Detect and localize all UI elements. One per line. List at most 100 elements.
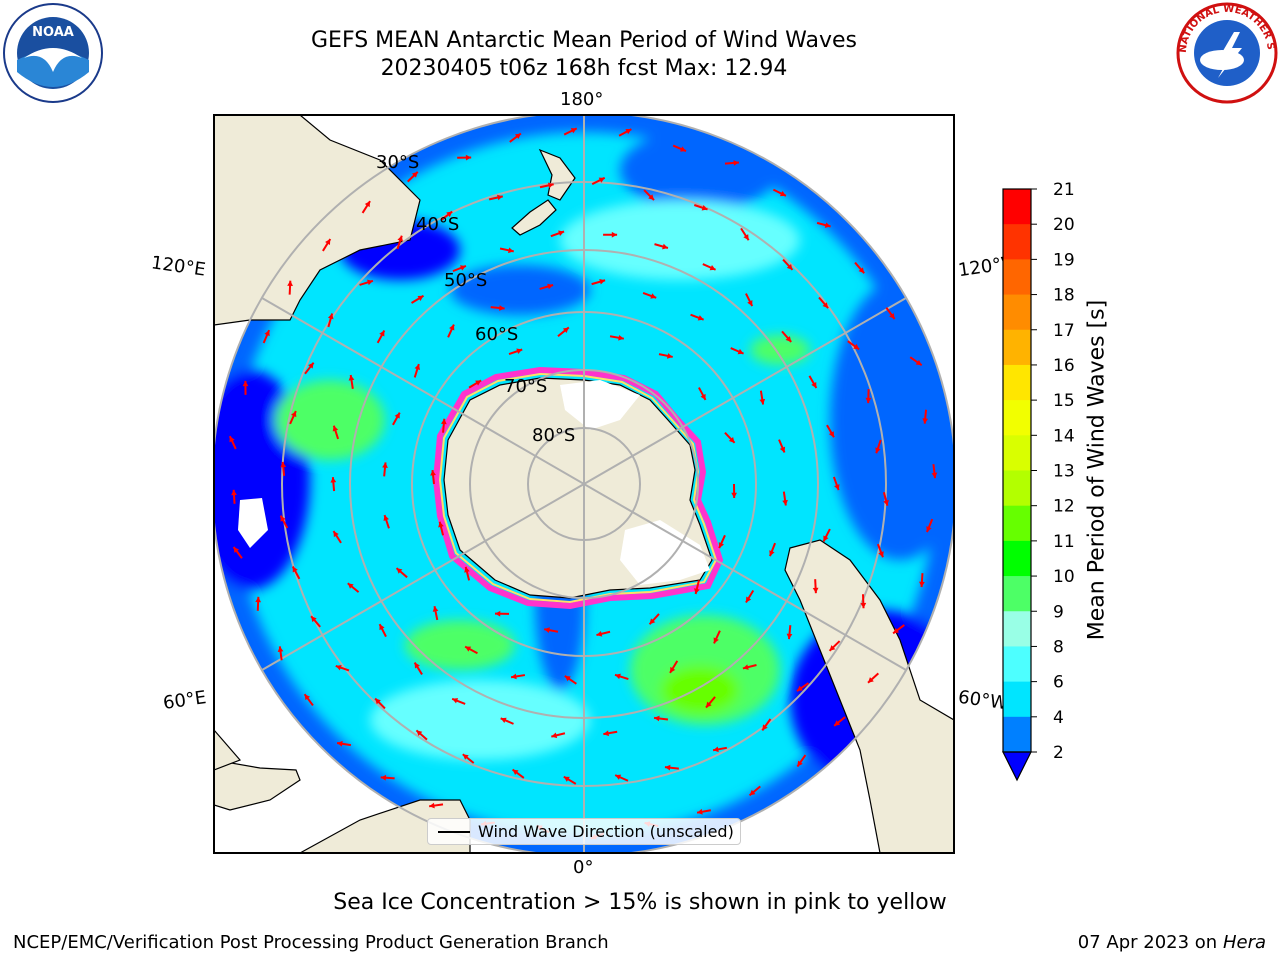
wind-wave-arrowhead — [680, 146, 686, 152]
wind-wave-arrowhead — [919, 581, 925, 588]
wind-wave-arrowhead — [596, 631, 603, 637]
wind-wave-arrowhead — [242, 380, 249, 387]
wind-wave-arrowhead — [382, 462, 388, 468]
wind-wave-arrowhead — [603, 730, 610, 737]
wind-wave-arrowhead — [563, 776, 570, 782]
wind-wave-arrowhead — [229, 436, 235, 443]
wind-wave-arrowhead — [893, 627, 900, 634]
wind-wave-arrowhead — [308, 362, 314, 369]
wind-wave-arrowhead — [379, 330, 385, 337]
colorbar-tick-label: 18 — [1053, 286, 1075, 306]
wind-wave-arrowhead — [718, 542, 725, 549]
wind-wave-arrowhead — [662, 243, 668, 250]
wind-wave-arrowhead — [865, 397, 872, 404]
wind-wave-arrowhead — [664, 764, 671, 771]
wind-wave-arrowhead — [926, 526, 932, 533]
wind-wave-arrowhead — [255, 596, 262, 603]
sea-ice-edge — [432, 366, 724, 610]
wind-wave-arrowhead — [562, 327, 569, 334]
wind-wave-arrowhead — [824, 222, 831, 228]
legend-line-swatch — [438, 831, 470, 833]
wind-wave-arrowhead — [280, 515, 286, 522]
wind-wave-arrowhead — [812, 587, 819, 594]
wind-wave-arrowhead — [280, 461, 287, 468]
colorbar-ticks: 21 20 19 18 17 16 15 14 13 12 11 10 9 8 6 4 2 — [1031, 180, 1075, 763]
colorbar-tick-label: 21 — [1053, 180, 1075, 200]
wind-wave-arrowhead — [383, 515, 389, 521]
wind-wave-arrowhead — [742, 664, 749, 670]
wind-wave-arrowhead — [615, 774, 622, 780]
wind-wave-arrowhead — [747, 300, 753, 307]
wind-wave-arrowhead — [598, 177, 605, 183]
wind-wave-arrowhead — [797, 760, 803, 767]
wind-wave-arrowhead — [512, 769, 519, 776]
wind-wave-arrowhead — [889, 313, 895, 320]
colorbar-tick-label: 11 — [1053, 532, 1075, 552]
lat-label-70s: 70°S — [504, 376, 548, 397]
wind-wave-arrowhead — [516, 348, 523, 354]
wind-wave-arrowhead — [785, 336, 792, 342]
lat-label-80s: 80°S — [532, 425, 576, 446]
colorbar-swatch — [1003, 716, 1031, 753]
wind-wave-arrowhead — [611, 231, 618, 238]
footer-right: 07 Apr 2023 on Hera — [1078, 932, 1266, 953]
wind-wave-arrowhead — [834, 720, 841, 726]
wind-wave-arrowhead — [500, 717, 507, 724]
lon-label-0: 0° — [573, 857, 594, 878]
wind-wave-arrowhead — [745, 596, 752, 603]
wind-wave-arrowhead — [625, 129, 632, 135]
plot-subtitle: 20230405 t06z 168h fcst Max: 12.94 — [380, 56, 788, 81]
colorbar-swatch — [1003, 364, 1031, 401]
wind-wave-arrowhead — [697, 315, 704, 321]
colorbar-label: Mean Period of Wind Waves [s] — [1084, 299, 1110, 641]
wind-wave-arrowhead — [779, 446, 786, 453]
colorbar-swatch — [1003, 470, 1031, 507]
wind-wave-arrowhead — [438, 521, 444, 528]
footer-system: Hera — [1222, 932, 1266, 953]
wind-wave-arrowhead — [700, 393, 706, 400]
ronne-ice-shelf — [620, 520, 710, 585]
wind-wave-arrowhead — [449, 324, 455, 331]
wind-wave-arrowhead — [829, 645, 836, 651]
wind-wave-arrowhead — [414, 364, 421, 370]
colorbar-tick-label: 20 — [1053, 215, 1075, 235]
wind-wave-arrowhead — [380, 774, 387, 781]
noaa-logo-text: NOAA — [32, 25, 74, 40]
wind-wave-arrowhead — [430, 470, 436, 476]
wave-period-field — [214, 115, 954, 853]
wind-wave-arrowhead — [495, 610, 501, 617]
wind-wave-arrowhead — [867, 677, 874, 683]
wind-wave-arrowhead — [497, 194, 503, 201]
wind-wave-arrowhead — [701, 205, 708, 211]
wind-wave-arrowhead — [570, 128, 577, 134]
wind-wave-arrowhead — [327, 313, 334, 320]
wind-wave-arrowhead — [348, 374, 355, 381]
noaa-logo: NOAA — [2, 2, 104, 104]
wind-wave-arrows — [228, 127, 938, 840]
lat-label-30s: 30°S — [376, 152, 420, 173]
colorbar-swatch — [1003, 576, 1031, 612]
wind-wave-arrowhead — [414, 662, 420, 669]
wind-wave-arrowhead — [786, 264, 793, 270]
wind-wave-arrowhead — [475, 380, 482, 386]
wind-wave-arrowhead — [330, 477, 337, 483]
wind-wave-arrowhead — [277, 646, 284, 653]
colorbar-swatch — [1003, 400, 1031, 436]
lat-label-40s: 40°S — [416, 214, 460, 235]
wind-wave-arrowhead — [670, 666, 676, 673]
wind-wave-arrowhead — [292, 566, 298, 573]
wind-wave-arrowhead — [737, 348, 744, 355]
wind-wave-arrowhead — [547, 283, 554, 290]
colorbar-tick-label: 14 — [1053, 426, 1075, 446]
wind-wave-arrowhead — [650, 293, 657, 299]
wind-wave-arrowhead — [782, 499, 788, 506]
wind-wave-arrowhead — [618, 334, 624, 341]
wind-wave-arrowhead — [465, 646, 472, 652]
colorbar-tick-label: 9 — [1053, 602, 1064, 622]
wind-wave-arrowhead — [432, 606, 439, 612]
footer-date: 07 Apr 2023 on — [1077, 932, 1223, 953]
colorbar-swatch — [1003, 435, 1031, 471]
wind-wave-arrowhead — [397, 235, 403, 242]
colorbar-tick-label: 15 — [1053, 391, 1075, 411]
lat-label-60s: 60°S — [475, 324, 519, 345]
